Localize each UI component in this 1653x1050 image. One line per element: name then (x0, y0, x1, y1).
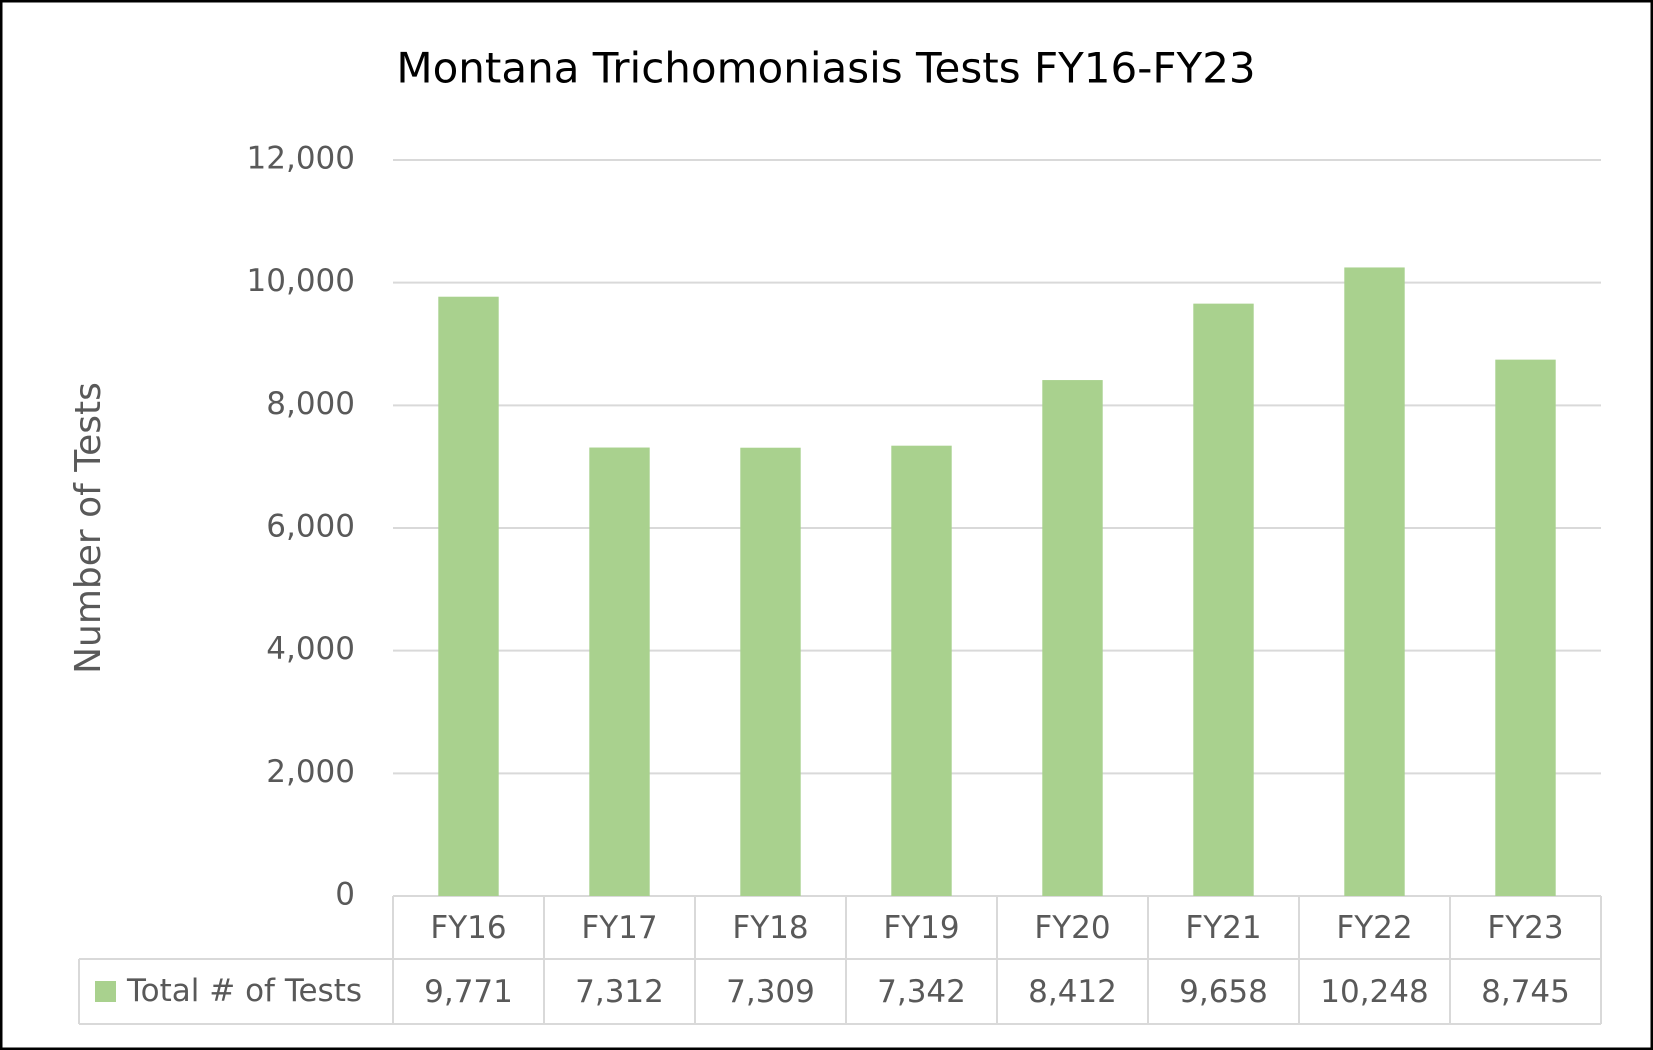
x-tick-label: FY23 (1487, 910, 1563, 946)
legend-label: Total # of Tests (126, 973, 362, 1009)
bar (740, 447, 801, 896)
y-tick-label: 10,000 (247, 263, 355, 299)
y-tick-label: 0 (335, 877, 355, 913)
y-tick-label: 8,000 (266, 386, 355, 422)
table-value: 7,312 (575, 974, 664, 1010)
x-tick-label: FY20 (1034, 910, 1110, 946)
table-value: 7,342 (877, 974, 966, 1010)
table-value: 8,745 (1481, 974, 1570, 1010)
y-tick-label: 12,000 (247, 141, 355, 177)
bar (589, 447, 650, 896)
bar (1344, 267, 1405, 896)
x-tick-label: FY19 (883, 910, 959, 946)
y-axis-label: Number of Tests (68, 382, 109, 674)
table-value: 9,771 (424, 974, 513, 1010)
x-tick-label: FY16 (430, 910, 506, 946)
y-tick-label: 4,000 (266, 631, 355, 667)
table-value: 9,658 (1179, 974, 1268, 1010)
x-tick-label: FY18 (732, 910, 808, 946)
bar (1042, 380, 1103, 897)
table-value: 10,248 (1320, 974, 1428, 1010)
bar (1495, 359, 1556, 896)
bar (891, 445, 952, 896)
bar (438, 296, 499, 896)
chart-title: Montana Trichomoniasis Tests FY16-FY23 (396, 44, 1255, 93)
y-tick-label: 6,000 (266, 509, 355, 545)
table-value: 8,412 (1028, 974, 1117, 1010)
x-tick-label: FY17 (581, 910, 657, 946)
bar (1193, 303, 1254, 896)
x-tick-label: FY22 (1336, 910, 1412, 946)
table-value: 7,309 (726, 974, 815, 1010)
y-tick-label: 2,000 (266, 754, 355, 790)
legend-swatch (95, 981, 116, 1002)
x-tick-label: FY21 (1185, 910, 1261, 946)
